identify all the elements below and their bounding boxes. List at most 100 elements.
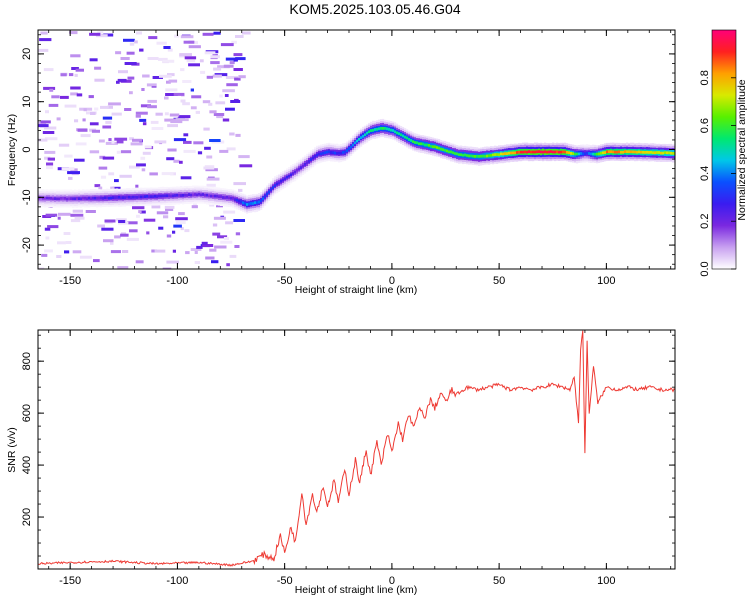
heatmap-cell — [226, 83, 238, 87]
heatmap-cell — [154, 194, 157, 198]
heatmap-cell — [158, 226, 164, 230]
heatmap-cell — [108, 172, 115, 176]
heatmap-cell — [178, 194, 181, 197]
heatmap-cell — [98, 186, 103, 190]
heatmap-cell — [165, 93, 178, 96]
heatmap-cell — [630, 150, 633, 154]
heatmap-cell — [336, 151, 339, 155]
heatmap-cell — [146, 231, 150, 235]
heatmap-cell — [110, 186, 115, 190]
heatmap-cell — [89, 122, 99, 126]
heatmap-cell — [138, 195, 141, 199]
heatmap-cell — [220, 195, 223, 198]
heatmap-cell — [480, 154, 483, 158]
heatmap-cell — [624, 150, 627, 153]
heatmap-cell — [202, 32, 214, 36]
heatmap-cell — [193, 141, 204, 145]
heatmap-cell — [118, 195, 121, 199]
heatmap-cell — [105, 120, 112, 124]
heatmap-cell — [610, 150, 613, 154]
heatmap-cell — [618, 150, 621, 154]
heatmap-cell — [205, 168, 218, 172]
heatmap-cell — [129, 91, 133, 95]
heatmap-cell — [175, 221, 186, 224]
heatmap-cell — [166, 80, 171, 84]
heatmap-cell — [228, 196, 231, 200]
heatmap-cell — [170, 194, 173, 198]
heatmap-cell — [204, 51, 216, 55]
heatmap-cell — [234, 198, 237, 201]
heatmap-cell — [88, 95, 94, 99]
heatmap-cell — [116, 196, 119, 199]
heatmap-cell — [63, 232, 71, 235]
heatmap-cell — [141, 168, 146, 172]
heatmap-cell — [212, 223, 218, 227]
colorbar-frame — [711, 29, 737, 270]
heatmap-cell — [308, 160, 311, 163]
heatmap-cell — [147, 57, 159, 60]
heatmap-cell — [48, 103, 59, 107]
heatmap-cell — [163, 46, 171, 49]
heatmap-cell — [408, 138, 411, 141]
heatmap-cell — [184, 229, 190, 233]
heatmap-cell — [414, 141, 417, 144]
heatmap-cell — [544, 150, 547, 154]
heatmap-cell — [344, 150, 347, 154]
heatmap-cell — [150, 120, 159, 124]
snr-plot-area[interactable] — [38, 330, 675, 569]
heatmap-cell — [94, 107, 99, 111]
heatmap-cell — [158, 57, 168, 61]
heatmap-cell — [508, 151, 511, 155]
heatmap-cell — [180, 194, 183, 197]
x-tick-label: -100 — [166, 575, 188, 587]
heatmap-cell — [662, 151, 665, 155]
heatmap-cell — [572, 152, 575, 155]
heatmap-cell — [116, 140, 124, 144]
heatmap-cell — [57, 241, 66, 245]
heatmap-cell — [412, 140, 415, 143]
heatmap-cell — [266, 192, 269, 196]
heatmap-cell — [70, 197, 73, 200]
heatmap-cell — [206, 193, 209, 197]
heatmap-cell — [230, 100, 241, 103]
heatmap-cell — [47, 225, 59, 229]
heatmap-cell — [47, 157, 55, 161]
heatmap-cell — [159, 74, 172, 78]
heatmap-cell — [49, 88, 54, 92]
heatmap-cell — [422, 142, 425, 146]
heatmap-cell — [182, 80, 192, 83]
heatmap-cell — [76, 93, 83, 97]
heatmap-cell — [45, 213, 58, 217]
heatmap-cell — [42, 196, 45, 200]
heatmap-cell — [138, 210, 142, 214]
heatmap-cell — [672, 152, 675, 155]
heatmap-cell — [108, 102, 121, 106]
heatmap-cell — [175, 217, 188, 221]
heatmap-cell — [180, 176, 192, 180]
heatmap-cell — [360, 136, 363, 139]
heatmap-cell — [197, 151, 203, 155]
heatmap-cell — [142, 151, 151, 155]
heatmap-cell — [346, 149, 349, 152]
heatmap-cell — [222, 196, 225, 199]
x-tick-label: 50 — [493, 575, 505, 587]
heatmap-cell — [205, 256, 215, 260]
y-tick-label: 400 — [21, 456, 33, 474]
heatmap-cell — [225, 76, 239, 79]
heatmap-cell — [191, 95, 202, 99]
heatmap-cell — [626, 150, 629, 154]
heatmap-cell — [191, 205, 198, 209]
heatmap-cell — [220, 43, 234, 47]
heatmap-cell — [139, 118, 147, 122]
heatmap-cell — [89, 58, 98, 62]
heatmap-cell — [210, 55, 220, 59]
heatmap-cell — [44, 156, 51, 160]
heatmap-cell — [120, 233, 129, 237]
heatmap-cell — [428, 144, 431, 147]
heatmap-cell — [208, 194, 211, 198]
heatmap-cell — [185, 251, 190, 255]
heatmap-cell — [562, 150, 565, 154]
heatmap-cell — [330, 151, 333, 154]
heatmap-cell — [260, 199, 263, 202]
